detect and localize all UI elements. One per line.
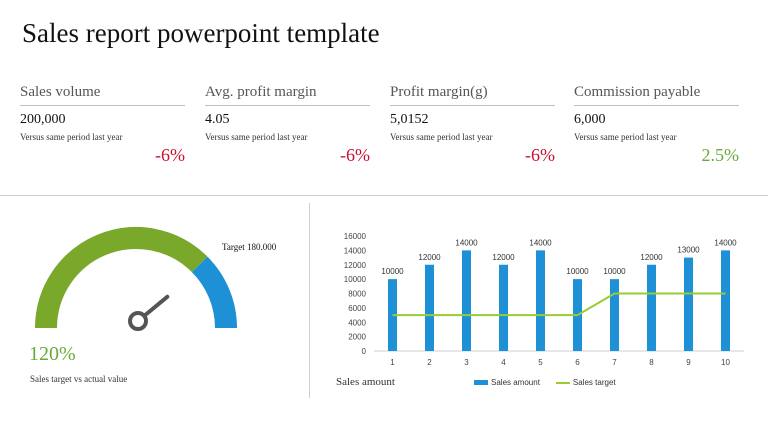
x-tick-label: 1 [390,358,395,367]
kpi-label: Commission payable [574,84,739,106]
y-tick-label: 0 [362,347,367,356]
data-label: 14000 [529,238,552,247]
kpi-card-sales-volume: Sales volume 200,000 Versus same period … [20,84,185,166]
y-tick-label: 10000 [344,275,367,284]
bar [536,250,545,351]
chart-legend: Sales amount Sales target [474,378,632,387]
x-tick-label: 8 [649,358,654,367]
bar [610,279,619,351]
series-line-sales-target [392,292,726,317]
x-tick-label: 2 [427,358,432,367]
legend-swatch-bar [474,380,488,385]
kpi-note: Versus same period last year [390,132,493,142]
data-label: 13000 [677,246,700,255]
data-label: 12000 [640,253,663,262]
gauge-percent: 120% [29,343,76,365]
x-tick-label: 10 [721,358,730,367]
kpi-change: 2.5% [701,145,740,165]
x-tick-label: 3 [464,358,469,367]
kpi-card-profit-margin-g: Profit margin(g) 5,0152 Versus same peri… [390,84,555,166]
kpi-change: -6% [155,145,185,165]
data-label: 14000 [714,238,737,247]
bar [684,257,693,351]
kpi-label: Profit margin(g) [390,84,555,106]
page-title: Sales report powerpoint template [22,18,380,48]
gauge-target-label: Target 180.000 [222,242,277,252]
legend-swatch-line [555,381,570,384]
vertical-divider [309,203,310,398]
x-tick-label: 4 [501,358,506,367]
gauge-remainder-arc [191,256,237,329]
kpi-change: -6% [525,145,555,165]
kpi-card-avg-profit-margin: Avg. profit margin 4.05 Versus same peri… [205,84,370,166]
bar [499,264,508,351]
bar [647,264,656,351]
data-label: 10000 [566,267,589,276]
data-label: 12000 [418,253,441,262]
x-tick-label: 7 [612,358,617,367]
y-tick-label: 14000 [344,246,367,255]
bar [462,250,471,351]
y-tick-label: 8000 [348,290,366,299]
horizontal-divider [0,195,768,196]
kpi-value: 4.05 [205,112,230,127]
legend-label: Sales target [572,378,616,387]
x-tick-label: 5 [538,358,543,367]
bar [425,264,434,351]
kpi-value: 6,000 [574,112,606,127]
legend-item-sales-amount: Sales amount [474,378,540,387]
y-tick-label: 4000 [348,318,366,327]
kpi-value: 200,000 [20,112,66,127]
kpi-change: -6% [340,145,370,165]
kpi-note: Versus same period last year [574,132,677,142]
kpi-label: Avg. profit margin [205,84,370,106]
bar [721,250,730,351]
x-tick-label: 6 [575,358,580,367]
kpi-note: Versus same period last year [20,132,123,142]
legend-label: Sales amount [491,378,540,387]
gauge-caption: Sales target vs actual value [30,374,128,384]
gauge-chart [35,227,237,331]
y-tick-label: 2000 [348,333,366,342]
y-tick-label: 16000 [344,232,367,241]
y-tick-label: 6000 [348,304,366,313]
kpi-value: 5,0152 [390,112,429,127]
gauge-hub [128,311,148,331]
kpi-note: Versus same period last year [205,132,308,142]
data-label: 14000 [455,238,478,247]
x-tick-label: 9 [686,358,691,367]
chart-title: Sales amount [336,376,395,388]
data-label: 12000 [492,253,515,262]
sales-bar-chart: 0 2000 4000 6000 8000 10000 12000 14000 16000 100… [344,232,744,367]
gauge-fill-arc [35,227,208,329]
kpi-label: Sales volume [20,84,185,106]
data-label: 10000 [603,267,626,276]
data-label: 10000 [381,267,404,276]
legend-item-sales-target: Sales target [555,378,616,387]
kpi-card-commission-payable: Commission payable 6,000 Versus same per… [574,84,739,166]
y-tick-label: 12000 [344,261,367,270]
